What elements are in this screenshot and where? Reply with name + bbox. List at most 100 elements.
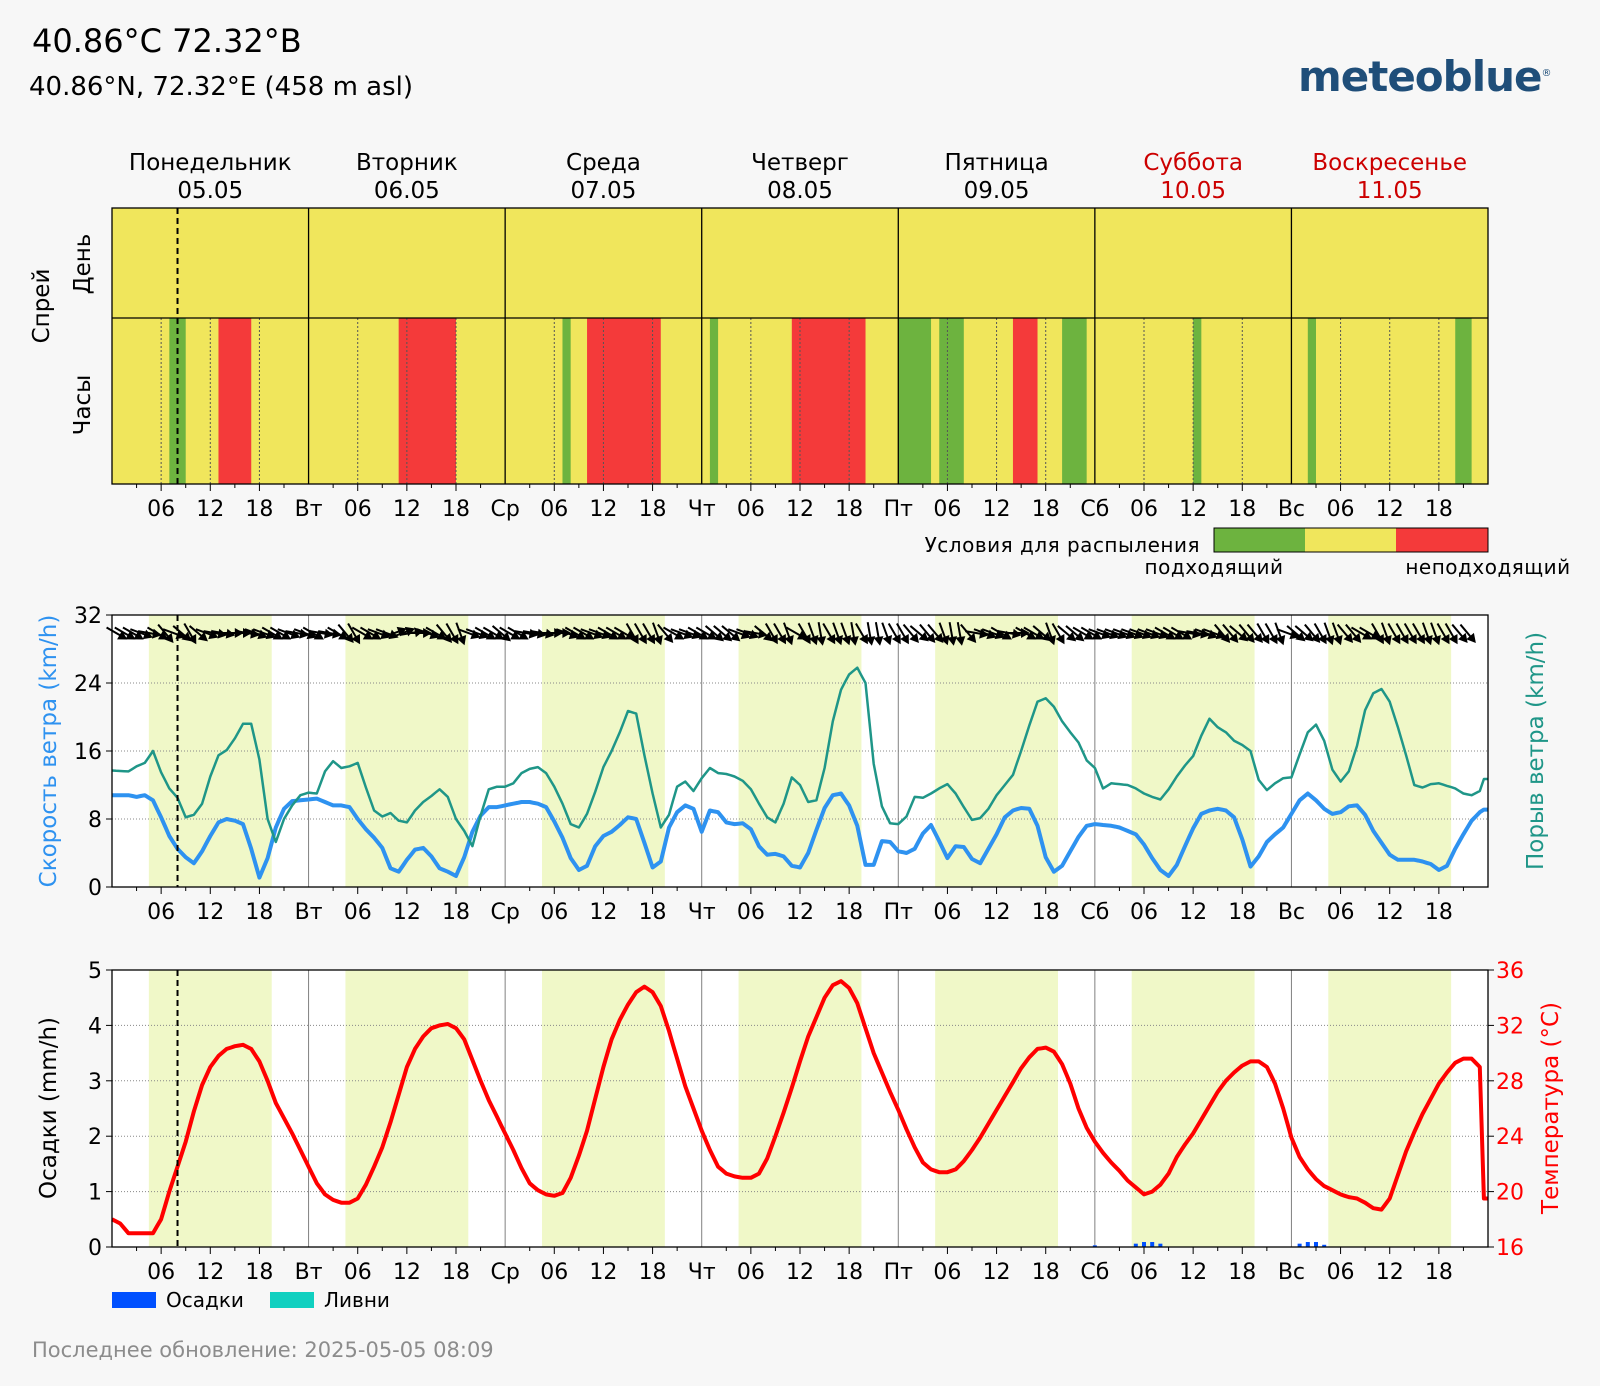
temp-y-tick: 20: [1496, 1181, 1524, 1206]
wind-arrow-head: [1091, 630, 1103, 640]
temp-axis-day-tick: Пт: [884, 1260, 914, 1285]
wind-direction-arrow: [146, 626, 169, 640]
precip-y-tick: 2: [88, 1125, 102, 1150]
spray-suitable-block: [939, 318, 964, 484]
wind-arrow-head: [1125, 629, 1136, 640]
wind-direction-arrow: [1170, 626, 1193, 640]
wind-arrow-head: [493, 630, 505, 640]
wind-arrow-head: [713, 631, 724, 642]
wind-direction-arrow: [855, 622, 868, 645]
spray-unsuitable-block: [218, 318, 252, 484]
precip-bar: [1322, 1244, 1327, 1247]
wind-arrow-head: [1289, 629, 1300, 640]
wind-arrow-head: [784, 635, 794, 646]
wind-arrow-head: [117, 630, 128, 640]
wind-direction-arrow: [1256, 622, 1270, 645]
wind-arrow-head: [1245, 632, 1255, 643]
wind-direction-arrow: [773, 622, 786, 645]
wind-direction-arrow: [704, 625, 724, 642]
temp-axis-hour-tick: 06: [1327, 1260, 1355, 1285]
wind-arrow-head: [833, 635, 843, 646]
wind-arrow-head: [518, 630, 529, 640]
wind-speed-line: [112, 791, 1488, 880]
wind-arrow-head: [1431, 635, 1441, 646]
wind-arrow-head: [290, 629, 301, 640]
wind-arrow-head: [1220, 632, 1231, 643]
spray-axis-day-tick: Ср: [490, 497, 519, 522]
wind-arrow-head: [362, 630, 374, 640]
precip-y-tick: 1: [88, 1181, 102, 1206]
day-header-date: 07.05: [570, 178, 636, 204]
spray-axis-hour-tick: 12: [196, 497, 224, 522]
wind-arrow-head: [1361, 630, 1373, 640]
wind-direction-arrow: [1371, 622, 1384, 645]
wind-arrow-head: [841, 635, 852, 646]
wind-arrow-head: [313, 630, 324, 640]
wind-arrow-head: [1268, 633, 1278, 645]
wind-y-tick: 0: [88, 876, 102, 901]
wind-direction-arrow: [114, 626, 136, 640]
wind-direction-arrow: [1129, 628, 1153, 640]
wind-arrow-head: [698, 630, 709, 640]
wind-arrow-head: [157, 630, 169, 640]
wind-arrow-head: [653, 635, 663, 646]
wind-arrow-head: [637, 633, 647, 645]
wind-direction-arrow: [130, 628, 153, 640]
wind-arrow-head: [1351, 632, 1362, 643]
wind-direction-arrow: [1104, 628, 1128, 640]
wind-direction-arrow: [188, 625, 208, 642]
temp-axis-hour-tick: 12: [1179, 1260, 1207, 1285]
wind-direction-arrow: [1162, 626, 1184, 640]
wind-arrow-head: [125, 630, 136, 640]
wind-arrow-head: [1001, 630, 1012, 640]
wind-arrow-head: [939, 635, 950, 646]
wind-arrow-head: [1117, 629, 1128, 640]
temp-y-tick: 28: [1496, 1070, 1524, 1095]
precip-legend-label: Осадки: [166, 1288, 244, 1312]
temp-axis-hour-tick: 18: [442, 1260, 470, 1285]
temp-axis-day-tick: Ср: [490, 1260, 519, 1285]
spray-axis-hour-tick: 12: [983, 497, 1011, 522]
wind-direction-arrow: [572, 626, 595, 640]
precip-y-tick: 3: [88, 1070, 102, 1095]
wind-arrow-head: [601, 629, 612, 640]
spray-day-cell: [701, 208, 899, 318]
wind-axis-day-tick: Пт: [884, 900, 914, 925]
wind-direction-arrow: [457, 628, 481, 640]
day-header-date: 05.05: [177, 178, 243, 204]
wind-axis-day-tick: Вт: [295, 900, 323, 925]
wind-direction-arrow: [782, 622, 794, 646]
precip-y-tick: 4: [88, 1014, 102, 1039]
wind-arrow-head: [925, 632, 936, 643]
wind-direction-arrow: [302, 626, 324, 640]
temp-axis-hour-tick: 12: [1376, 1260, 1404, 1285]
spray-suitable-block: [709, 318, 719, 484]
wind-y-tick: 32: [74, 604, 102, 629]
wind-arrow-head: [1466, 632, 1476, 643]
spray-day-cell: [898, 208, 1095, 318]
wind-arrow-head: [816, 636, 827, 646]
spray-unsuitable-block: [1012, 318, 1038, 484]
spray-legend-right-label: неподходящий: [1405, 555, 1570, 579]
wind-arrow-head: [1295, 631, 1306, 642]
wind-arrow-head: [583, 630, 595, 640]
wind-arrow-head: [777, 633, 786, 645]
wind-direction-arrow: [785, 626, 808, 640]
wind-axis-hour-tick: 06: [540, 900, 568, 925]
spray-day-cell: [1291, 208, 1488, 318]
wind-direction-arrow: [1274, 622, 1286, 646]
spray-day-cell: [505, 208, 702, 318]
wind-direction-arrow: [1072, 626, 1094, 640]
wind-direction-arrow: [244, 628, 268, 640]
wind-direction-arrow: [1336, 623, 1354, 643]
wind-axis-hour-tick: 18: [639, 900, 667, 925]
meteoblue-logo[interactable]: meteoblue®: [1298, 52, 1552, 101]
wind-direction-arrow: [1444, 622, 1458, 645]
wind-arrow-head: [208, 629, 219, 640]
wind-direction-arrow: [293, 628, 317, 640]
temp-axis-hour-tick: 06: [540, 1260, 568, 1285]
spray-legend-title: Условия для распыления: [925, 533, 1200, 557]
temp-axis-day-tick: Вс: [1278, 1260, 1305, 1285]
spray-suitable-block: [562, 318, 571, 484]
